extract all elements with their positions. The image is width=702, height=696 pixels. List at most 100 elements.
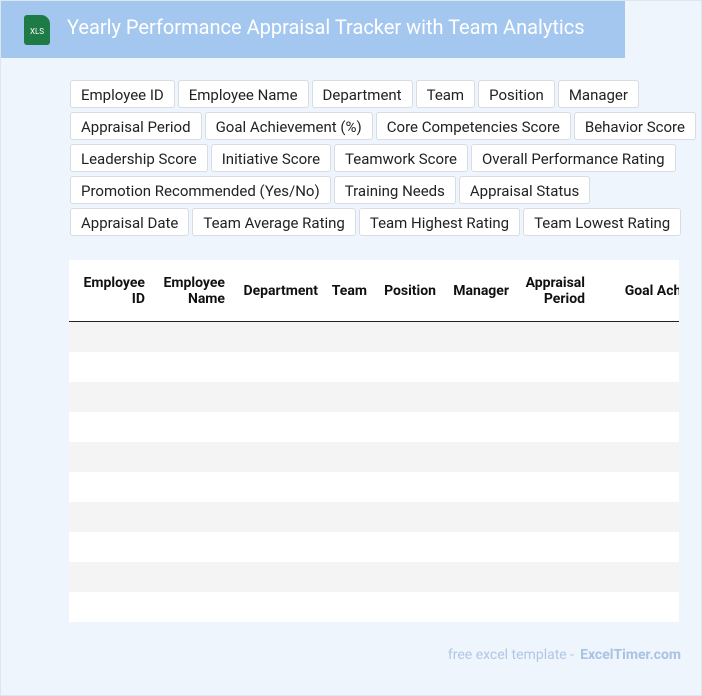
table-cell (324, 442, 373, 472)
table-cell (373, 412, 442, 442)
table-cell (151, 321, 231, 352)
field-tag: Team Average Rating (192, 208, 356, 236)
field-tag: Employee Name (177, 80, 309, 108)
table-cell (69, 472, 151, 502)
table-cell (231, 592, 324, 622)
column-header: Manager (442, 260, 515, 322)
table-cell (591, 352, 679, 382)
table-cell (591, 442, 679, 472)
table-cell (151, 472, 231, 502)
footer-text: free excel template - (447, 647, 575, 663)
table-cell (515, 532, 591, 562)
field-tag: Behavior Score (573, 112, 696, 140)
table-cell (151, 412, 231, 442)
table-cell (373, 562, 442, 592)
table-cell (151, 532, 231, 562)
table-cell (373, 382, 442, 412)
table-cell (442, 352, 515, 382)
field-tag: Leadership Score (70, 144, 208, 172)
table-cell (373, 321, 442, 352)
table-cell (69, 412, 151, 442)
table-cell (324, 502, 373, 532)
table-cell (373, 532, 442, 562)
table-cell (69, 592, 151, 622)
table-cell (442, 532, 515, 562)
table-cell (324, 472, 373, 502)
table-row (69, 382, 679, 412)
field-tag: Core Competencies Score (375, 112, 571, 140)
table-cell (231, 442, 324, 472)
field-tag: Overall Performance Rating (470, 144, 676, 172)
table-cell (591, 562, 679, 592)
field-tag: Team Lowest Rating (523, 208, 682, 236)
table-row (69, 532, 679, 562)
table-cell (515, 382, 591, 412)
table-cell (515, 562, 591, 592)
field-list: Employee ID Employee Name Department Team Po… (70, 80, 696, 236)
field-tag: Promotion Recommended (Yes/No) (70, 176, 331, 204)
column-header: Position (373, 260, 442, 322)
table-cell (515, 442, 591, 472)
table-cell (515, 592, 591, 622)
brand[interactable]: ExcelTimer.com (580, 647, 681, 663)
table-cell (373, 502, 442, 532)
header-row: Employee ID Employee Name Department Team Po… (69, 260, 679, 322)
table-cell (69, 442, 151, 472)
table-cell (591, 502, 679, 532)
table-cell (151, 352, 231, 382)
table-cell (442, 412, 515, 442)
table-cell (69, 562, 151, 592)
field-tag: Team Highest Rating (358, 208, 521, 236)
field-tag: Appraisal Period (70, 112, 202, 140)
table-cell (591, 412, 679, 442)
table-cell (442, 442, 515, 472)
table-cell (69, 321, 151, 352)
column-header: Team (324, 260, 373, 322)
table-cell (151, 442, 231, 472)
table-row (69, 442, 679, 472)
field-tag: Initiative Score (210, 144, 332, 172)
table-cell (231, 352, 324, 382)
column-header: Goal Achievement (%) (591, 260, 679, 322)
table-row (69, 592, 679, 622)
table-cell (373, 442, 442, 472)
header: XLS Yearly Performance Appraisal Tracker… (1, 1, 625, 58)
table-cell (151, 562, 231, 592)
table-cell (373, 472, 442, 502)
column-header: Appraisal Period (515, 260, 591, 322)
table-cell (442, 592, 515, 622)
table-cell (69, 502, 151, 532)
field-tag: Appraisal Date (70, 208, 190, 236)
table-cell (69, 382, 151, 412)
table-cell (515, 412, 591, 442)
table-cell (231, 532, 324, 562)
table-row (69, 502, 679, 532)
table-cell (591, 321, 679, 352)
table-cell (515, 472, 591, 502)
table-cell (442, 472, 515, 502)
table-cell (231, 472, 324, 502)
column-header: Department (231, 260, 324, 322)
table-row (69, 412, 679, 442)
table-cell (231, 412, 324, 442)
table: Employee ID Employee Name Department Team Po… (69, 260, 679, 622)
table-cell (591, 592, 679, 622)
table-cell (151, 502, 231, 532)
table-row (69, 352, 679, 382)
column-header: Employee Name (151, 260, 231, 322)
field-tag: Team (415, 80, 476, 108)
table-cell (324, 321, 373, 352)
table-cell (442, 382, 515, 412)
field-tag: Teamwork Score (334, 144, 468, 172)
table-cell (591, 532, 679, 562)
table-cell (591, 472, 679, 502)
table-cell (324, 352, 373, 382)
table-cell (231, 321, 324, 352)
table-cell (373, 592, 442, 622)
table-row (69, 321, 679, 352)
table-cell (231, 502, 324, 532)
table-cell (69, 532, 151, 562)
table-cell (151, 592, 231, 622)
table-row (69, 562, 679, 592)
